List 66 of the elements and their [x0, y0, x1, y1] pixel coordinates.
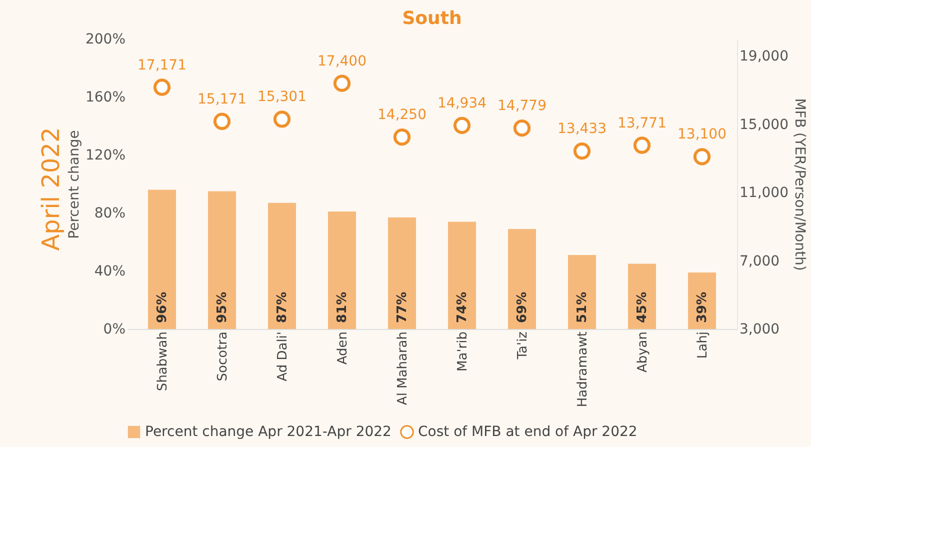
y2-tick-label: 3,000	[740, 322, 780, 338]
data-label: 96%	[155, 292, 170, 323]
point	[213, 112, 231, 130]
data-label: 14,779	[498, 98, 546, 114]
x-tick-label: Shabwah	[156, 332, 170, 392]
y-tick-label: 120%	[85, 148, 126, 164]
legend-label: Cost of MFB at end of Apr 2022	[418, 424, 638, 440]
point	[153, 78, 171, 96]
y-tick-label: 160%	[85, 90, 126, 106]
point	[453, 116, 471, 134]
y2-tick-label: 7,000	[740, 253, 780, 270]
y-tick-label: 80%	[94, 206, 126, 222]
bar	[628, 264, 656, 329]
y-axis-title: Percent change	[66, 130, 82, 239]
x-tick-label: Hadramawt	[576, 332, 590, 408]
data-label: 95%	[215, 292, 230, 323]
data-label: 15,301	[258, 89, 306, 106]
bar	[388, 217, 416, 329]
point	[693, 148, 711, 166]
data-label: 13,433	[558, 121, 606, 138]
data-label: 14,934	[438, 95, 487, 112]
data-label: 39%	[695, 292, 710, 323]
bar	[208, 191, 236, 329]
x-tick-label: Abyan	[636, 332, 650, 373]
x-tick-label: Ma'rib	[456, 332, 470, 372]
point	[273, 110, 291, 128]
data-label: 74%	[455, 292, 470, 323]
y-tick-label: 0%	[103, 322, 126, 338]
data-label: 45%	[635, 292, 650, 323]
point	[513, 120, 531, 137]
y2-axis-title: MFB (YER/Person/Month)	[791, 98, 808, 271]
bar	[568, 255, 596, 329]
x-tick-label: Lahj	[696, 332, 710, 359]
y-tick-label: 200%	[85, 32, 126, 48]
point	[393, 128, 411, 146]
data-label: 87%	[275, 292, 290, 323]
data-label: 15,171	[198, 91, 246, 108]
chart-title: South	[402, 8, 462, 29]
bar	[448, 222, 476, 329]
bar	[268, 202, 296, 329]
data-label: 77%	[395, 292, 410, 323]
data-label: 14,250	[378, 107, 426, 124]
y2-tick-label: 15,000	[740, 116, 788, 133]
x-tick-label: Socotra	[216, 332, 230, 382]
text: April 2022	[37, 127, 65, 251]
bar	[328, 212, 356, 329]
point	[633, 136, 651, 154]
data-label: 69%	[515, 292, 530, 323]
y2-tick-label: 11,000	[740, 185, 788, 202]
y-tick-label: 40%	[94, 264, 126, 280]
x-tick-label: Ad Dali'	[276, 332, 290, 382]
y2-tick-label: 19,000	[740, 48, 788, 65]
x-tick-label: Ta'iz	[516, 331, 530, 360]
point	[333, 74, 351, 92]
data-label: 51%	[575, 292, 590, 323]
data-label: 81%	[335, 292, 350, 323]
x-tick-label: Al Maharah	[396, 332, 410, 406]
bar	[508, 228, 536, 329]
x-tick-label: Aden	[336, 332, 350, 365]
data-label: 13,771	[618, 115, 666, 132]
data-label: 17,400	[318, 53, 366, 70]
bar	[148, 190, 176, 329]
legend-label: Percent change Apr 2021-Apr 2022	[145, 424, 392, 440]
data-label: 13,100	[678, 126, 726, 143]
data-label: 17,171	[138, 57, 186, 74]
point	[573, 142, 591, 160]
